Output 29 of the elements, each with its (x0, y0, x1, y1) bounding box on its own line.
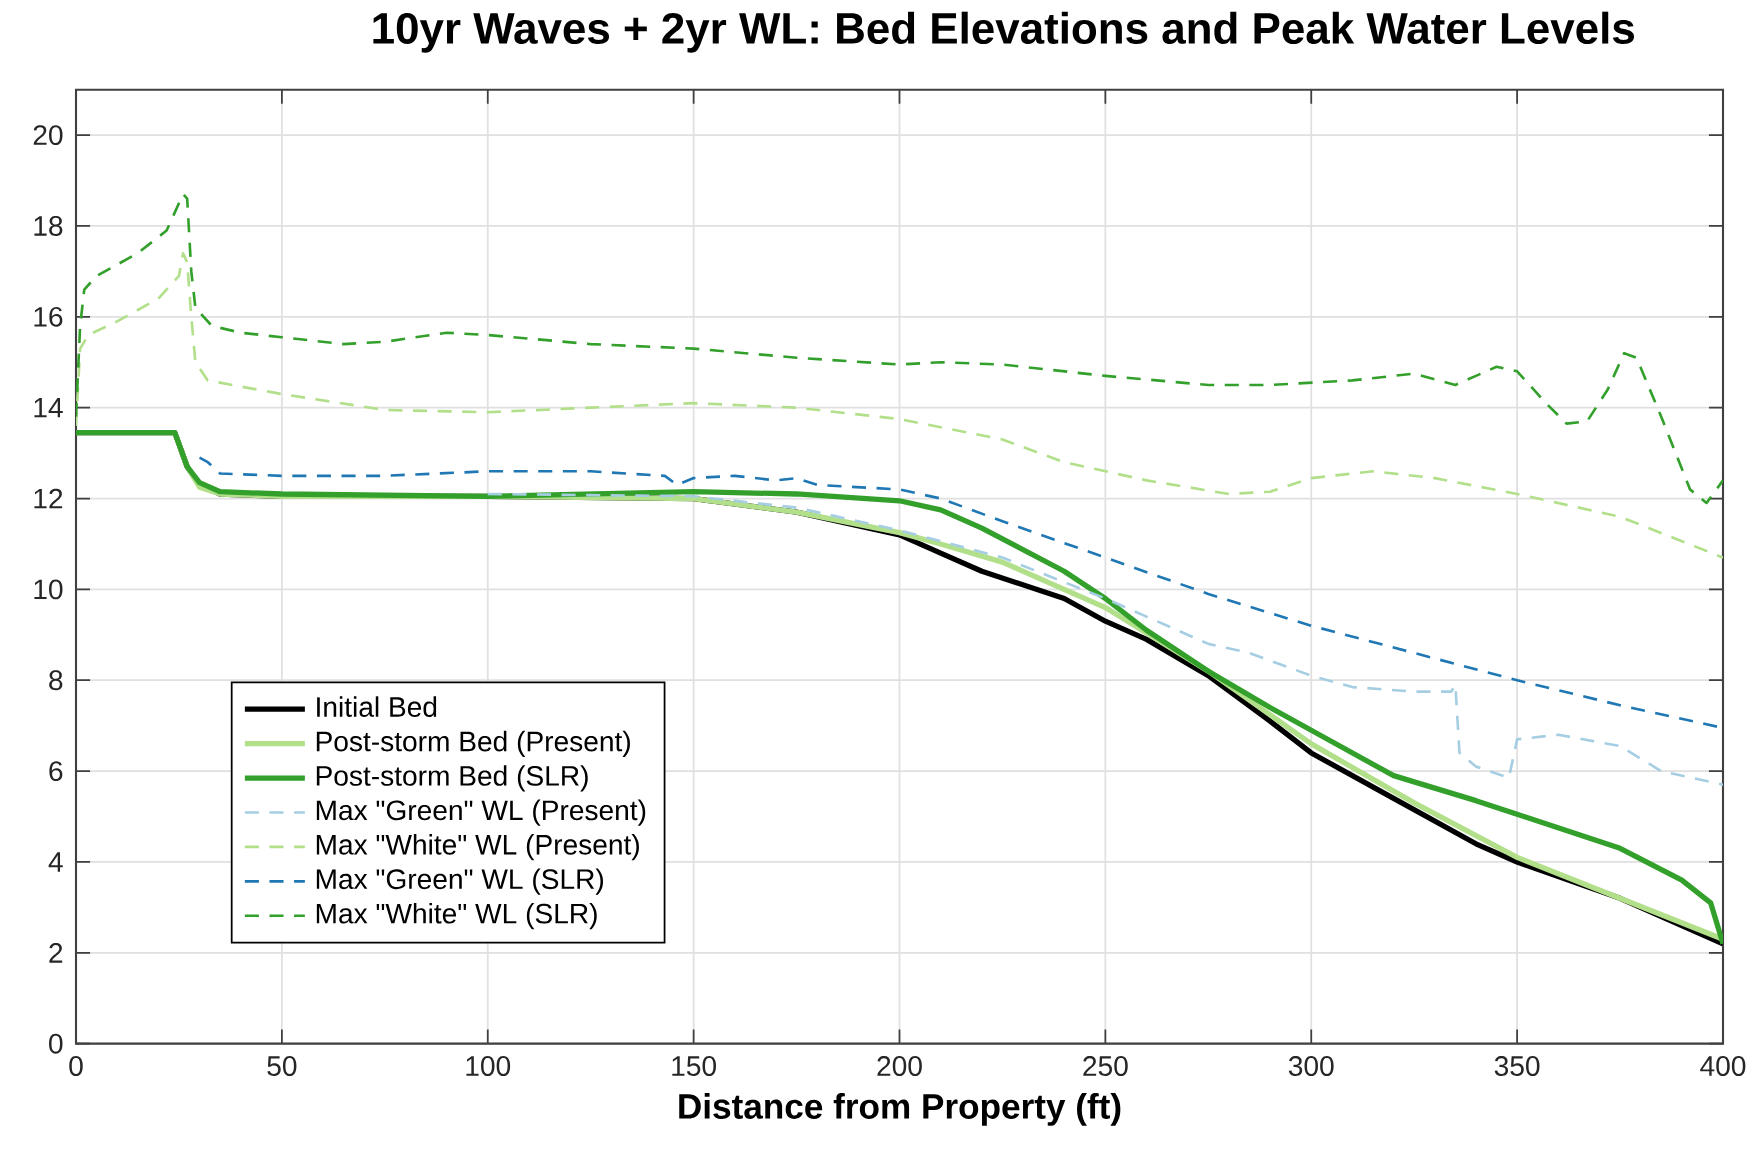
legend-label: Max "White" WL (SLR) (316, 903, 597, 930)
x-tick-label: 350 (1494, 1056, 1540, 1077)
y-tick-label: 16 (34, 307, 63, 327)
y-tick-label: 4 (48, 852, 63, 872)
x-tick-label: 400 (1700, 1056, 1746, 1077)
y-tick-label: 12 (34, 488, 63, 509)
y-tick-label: 14 (34, 398, 63, 418)
y-tick-label: 6 (49, 761, 63, 782)
x-tick-label: 50 (267, 1056, 297, 1077)
x-tick-label: 150 (672, 1056, 716, 1077)
x-tick-label: 200 (877, 1056, 922, 1077)
legend-label: Post-storm Bed (Present) (316, 730, 630, 758)
y-tick-label: 18 (34, 216, 63, 237)
x-axis-title: Distance from Property (ft) (679, 1093, 1121, 1126)
chart-title: 10yr Waves + 2yr WL: Bed Elevations and Peak Water Levels (373, 11, 1634, 53)
x-tick-label: 100 (466, 1056, 511, 1077)
y-tick-label: 8 (49, 670, 63, 691)
x-tick-label: 0 (69, 1056, 83, 1077)
x-tick-label: 250 (1083, 1056, 1128, 1077)
y-tick-label: 10 (34, 579, 63, 600)
legend-label: Initial Bed (317, 696, 437, 718)
y-tick-label: 2 (49, 943, 63, 963)
y-tick-label: 20 (33, 125, 63, 146)
x-tick-label: 300 (1288, 1056, 1334, 1077)
legend-label: Max "White" WL (Present) (316, 834, 639, 861)
legend-label: Post-storm Bed (SLR) (316, 765, 588, 792)
legend-label: Max "Green" WL (Present) (316, 799, 646, 826)
legend-label: Max "Green" WL (SLR) (316, 868, 603, 895)
y-tick-label: 0 (49, 1033, 63, 1054)
